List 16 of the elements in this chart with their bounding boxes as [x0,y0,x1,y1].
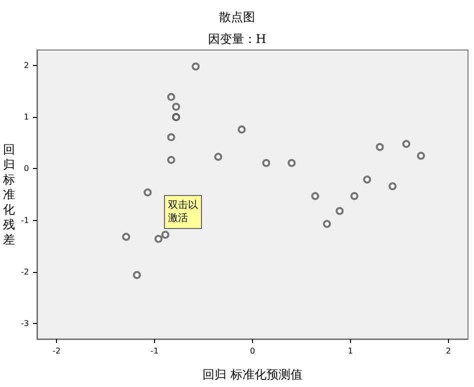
y-tick-label: 1 [24,112,29,122]
chart-subtitle: 因变量：H [208,32,266,46]
y-tick-label: -1 [21,216,29,225]
x-tick-label: -2 [52,346,61,356]
y-tick-label: -2 [21,267,29,276]
chart-title: 散点图 [219,10,255,24]
x-tick-label: -1 [150,346,159,356]
y-tick-label: -3 [21,319,29,328]
x-tick-label: 0 [250,346,256,356]
x-tick-label: 1 [348,346,353,356]
annotation: 双击以激活 [168,199,198,224]
x-tick-label: 2 [446,346,451,356]
x-axis-title: 回归 标准化预测值 [202,368,302,382]
y-tick-label: 2 [24,60,29,70]
y-axis-title: 回归标准化残差 [2,142,15,246]
y-tick-label: 0 [24,164,29,174]
